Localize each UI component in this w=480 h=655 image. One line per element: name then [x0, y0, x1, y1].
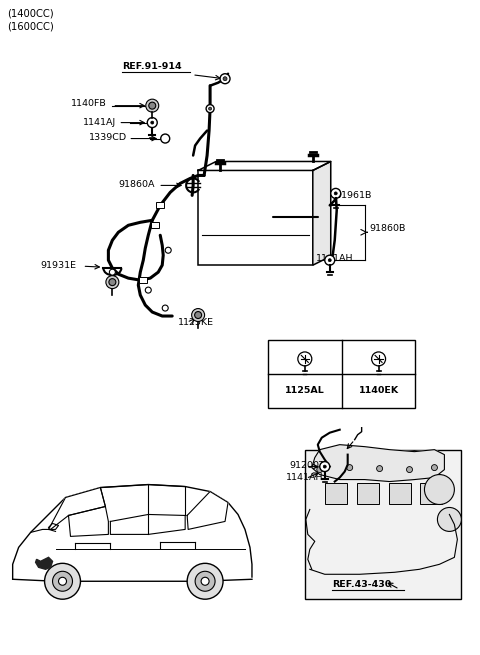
Bar	[139, 277, 147, 283]
Circle shape	[209, 107, 212, 110]
Text: 1339CD: 1339CD	[88, 133, 127, 142]
Circle shape	[347, 464, 353, 470]
Polygon shape	[48, 487, 106, 529]
Polygon shape	[187, 491, 228, 529]
Circle shape	[192, 309, 204, 322]
Bar	[420, 483, 443, 504]
Circle shape	[317, 466, 323, 472]
Polygon shape	[69, 506, 108, 536]
Circle shape	[161, 134, 170, 143]
Circle shape	[194, 312, 202, 318]
Bar	[389, 483, 410, 504]
Circle shape	[146, 99, 159, 112]
Polygon shape	[313, 162, 331, 265]
Circle shape	[372, 352, 385, 366]
Circle shape	[106, 276, 119, 289]
Circle shape	[323, 465, 326, 468]
Circle shape	[334, 192, 337, 195]
Circle shape	[298, 352, 312, 366]
Text: 1125KE: 1125KE	[178, 318, 214, 326]
Circle shape	[151, 121, 154, 124]
Circle shape	[424, 475, 455, 504]
Polygon shape	[312, 445, 444, 481]
Bar	[268, 340, 416, 408]
Bar	[198, 170, 313, 265]
Circle shape	[145, 287, 151, 293]
Circle shape	[109, 269, 115, 275]
Circle shape	[432, 464, 437, 470]
Circle shape	[206, 105, 214, 113]
Bar	[325, 483, 347, 504]
Circle shape	[377, 466, 383, 472]
Circle shape	[195, 571, 215, 591]
Text: 1140EK: 1140EK	[359, 386, 399, 396]
Circle shape	[220, 74, 230, 84]
Text: REF.91-914: REF.91-914	[122, 62, 182, 71]
Text: 1141AH: 1141AH	[316, 253, 353, 263]
Circle shape	[59, 577, 67, 586]
Text: REF.43-430: REF.43-430	[332, 580, 391, 590]
Text: 91860A: 91860A	[119, 180, 155, 189]
Circle shape	[328, 259, 331, 262]
Text: (1600CC): (1600CC)	[7, 22, 53, 32]
Circle shape	[325, 255, 335, 265]
Bar	[357, 483, 379, 504]
Circle shape	[223, 77, 227, 81]
Circle shape	[331, 189, 341, 198]
Circle shape	[320, 462, 330, 472]
Circle shape	[52, 571, 72, 591]
Circle shape	[437, 508, 461, 531]
Bar	[151, 222, 159, 229]
Circle shape	[147, 118, 157, 128]
Bar	[156, 202, 164, 208]
Circle shape	[149, 102, 156, 109]
Circle shape	[165, 247, 171, 253]
Text: 91931E: 91931E	[41, 261, 77, 270]
Circle shape	[201, 577, 209, 586]
Bar	[305, 449, 461, 599]
Circle shape	[162, 305, 168, 311]
Circle shape	[407, 466, 412, 472]
Text: 1125AL: 1125AL	[285, 386, 324, 396]
Circle shape	[187, 563, 223, 599]
Polygon shape	[110, 514, 185, 534]
Text: 91200T: 91200T	[290, 461, 325, 470]
Text: 1141AH: 1141AH	[286, 473, 324, 482]
Text: 91961B: 91961B	[336, 191, 372, 200]
Text: 91860B: 91860B	[370, 224, 406, 233]
Polygon shape	[198, 162, 331, 170]
Text: 1141AJ: 1141AJ	[83, 118, 116, 127]
Polygon shape	[36, 557, 52, 569]
Circle shape	[45, 563, 81, 599]
Text: (1400CC): (1400CC)	[7, 9, 53, 19]
Text: 1140FB: 1140FB	[71, 99, 106, 108]
Circle shape	[109, 278, 116, 286]
